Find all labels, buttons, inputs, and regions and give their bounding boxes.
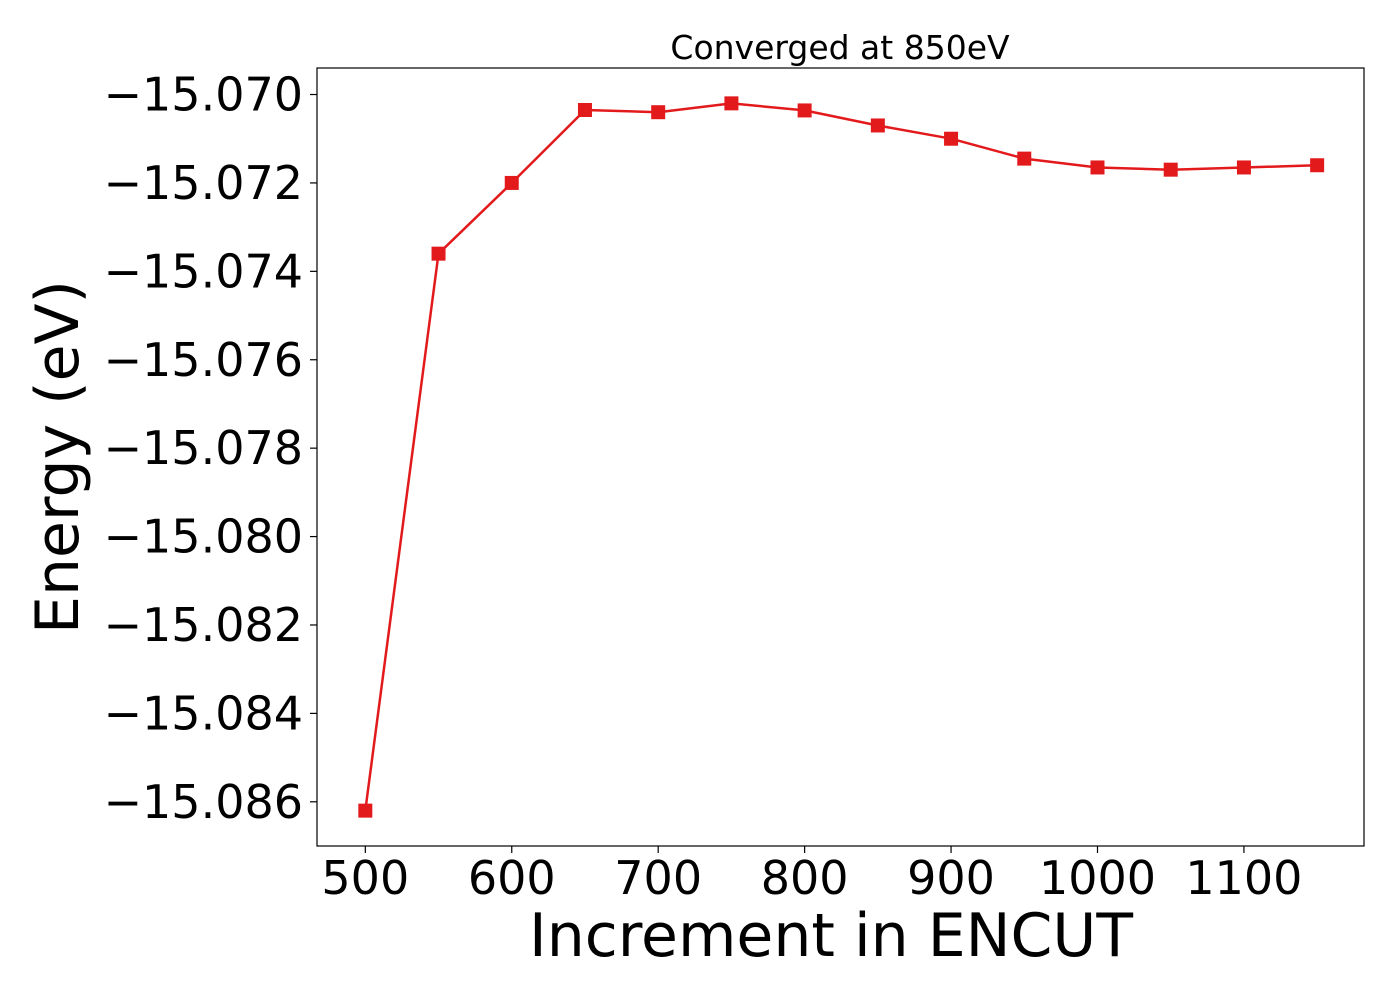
data-point-marker [944,131,959,146]
data-point-marker [504,175,519,190]
x-tick-label: 900 [907,851,995,905]
data-point-marker [1017,151,1032,166]
chart-title: Converged at 850eV [670,28,1010,67]
data-point-marker [1090,160,1105,175]
data-point-marker [797,103,812,118]
y-tick-label: −15.082 [104,598,304,652]
data-point-marker [870,118,885,133]
series-layer [358,96,1325,818]
y-tick-label: −15.086 [104,775,304,829]
data-point-marker [1310,158,1325,173]
data-point-marker [724,96,739,111]
data-point-marker [651,105,666,120]
data-point-marker [577,102,592,117]
x-tick-label: 1000 [1039,851,1156,905]
data-point-marker [1236,160,1251,175]
y-axis-label: Energy (eV) [23,280,93,634]
y-tick-label: −15.072 [104,156,304,210]
x-tick-label: 600 [468,851,556,905]
y-axis-ticks: −15.086 −15.084 −15.082 −15.080 −15.078 −15.0… [104,68,317,829]
data-point-marker [1163,162,1178,177]
plot-area-frame [316,67,1365,847]
data-point-marker [358,803,373,818]
y-tick-label: −15.084 [104,686,304,740]
series-line [364,102,1318,811]
x-tick-label: 500 [321,851,409,905]
x-axis-label: Increment in ENCUT [529,901,1133,971]
x-tick-label: 1100 [1185,851,1302,905]
x-tick-label: 700 [614,851,702,905]
y-tick-label: −15.080 [104,510,304,564]
x-tick-label: 800 [761,851,849,905]
y-tick-label: −15.070 [104,68,304,122]
y-tick-label: −15.076 [104,333,304,387]
data-point-marker [431,246,446,261]
x-axis-ticks: 500 600 700 800 900 1000 1100 [321,846,1302,905]
y-tick-label: −15.074 [104,244,304,298]
y-tick-label: −15.078 [104,421,304,475]
